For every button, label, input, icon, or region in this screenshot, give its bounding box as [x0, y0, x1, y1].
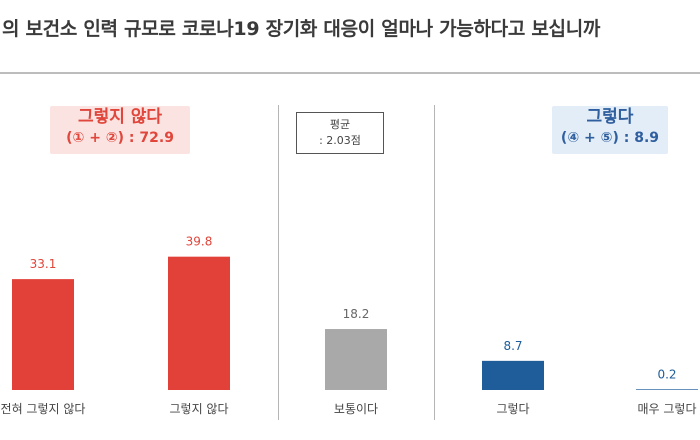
category-label-0: 전혀 그렇지 않다	[1, 401, 86, 416]
positive-group-sum: (④ + ⑤) : 8.9	[560, 130, 660, 146]
bar-value-label-1: 39.8	[186, 235, 213, 249]
bar-value-label-3: 8.7	[503, 339, 522, 353]
divider-left	[278, 105, 279, 420]
title-divider	[0, 72, 700, 74]
negative-group-badge: 그렇지 않다 (① + ②) : 72.9	[50, 106, 190, 154]
bar-1	[168, 256, 230, 390]
negative-group-label: 그렇지 않다	[77, 107, 163, 127]
bar-0	[12, 279, 74, 390]
category-label-3: 그렇다	[496, 401, 529, 416]
average-box: 평균 : 2.03점	[296, 112, 384, 154]
bar-2	[325, 329, 387, 390]
category-label-1: 그렇지 않다	[169, 401, 228, 416]
positive-group-badge: 그렇다 (④ + ⑤) : 8.9	[552, 106, 668, 154]
divider-right	[434, 105, 435, 420]
category-label-2: 보통이다	[334, 402, 378, 416]
bar-3	[482, 360, 544, 390]
negative-group-sum: (① + ②) : 72.9	[66, 130, 174, 146]
category-label-4: 매우 그렇다	[637, 401, 696, 416]
bar-value-label-2: 18.2	[343, 307, 370, 321]
positive-group-label: 그렇다	[586, 107, 634, 127]
average-label: 평균	[329, 118, 351, 131]
bar-value-label-4: 0.2	[657, 367, 676, 381]
average-value: : 2.03점	[319, 134, 361, 147]
chart-title: 의 보건소 인력 규모로 코로나19 장기화 대응이 얼마나 가능하다고 보십니…	[2, 18, 601, 40]
bar-value-label-0: 33.1	[30, 257, 57, 271]
bar-4	[636, 389, 698, 390]
